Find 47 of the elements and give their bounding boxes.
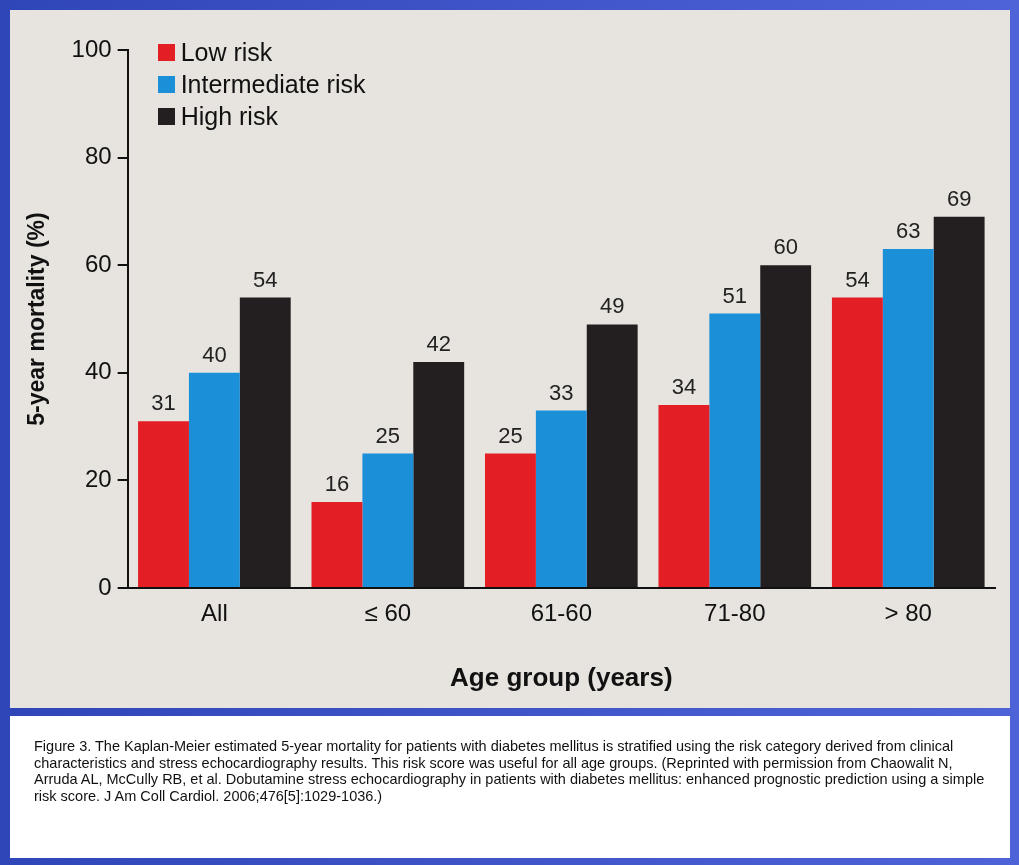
y-tick-label: 20 bbox=[84, 465, 112, 493]
data-label: 63 bbox=[896, 218, 921, 244]
bar bbox=[188, 372, 240, 587]
data-label: 40 bbox=[202, 341, 227, 367]
y-tick-label: 60 bbox=[84, 249, 112, 277]
bar bbox=[311, 501, 363, 587]
bar bbox=[831, 297, 883, 587]
data-label: 60 bbox=[773, 234, 798, 260]
x-tick-label: ≤ 60 bbox=[364, 599, 412, 627]
bar bbox=[658, 405, 710, 587]
data-label: 16 bbox=[324, 470, 350, 496]
legend-label: High risk bbox=[180, 101, 278, 132]
y-tick-label: 40 bbox=[84, 357, 112, 385]
data-label: 42 bbox=[426, 331, 451, 357]
legend-label: Intermediate risk bbox=[180, 69, 366, 100]
y-tick-label: 80 bbox=[84, 142, 112, 170]
y-axis-title: 5-year mortality (%) bbox=[23, 212, 50, 426]
data-label: 51 bbox=[722, 282, 748, 308]
data-label: 54 bbox=[845, 266, 870, 292]
data-label: 25 bbox=[375, 422, 401, 448]
data-label: 49 bbox=[599, 293, 625, 319]
x-tick-label: > 80 bbox=[884, 599, 932, 627]
data-label: 31 bbox=[151, 390, 176, 416]
data-label: 69 bbox=[946, 185, 972, 211]
x-tick-label: All bbox=[201, 599, 228, 627]
bar bbox=[760, 265, 812, 587]
x-tick-label: 61-60 bbox=[530, 599, 593, 627]
bar bbox=[709, 313, 761, 587]
bar bbox=[138, 421, 189, 587]
x-axis-title: Age group (years) bbox=[450, 661, 673, 692]
bar bbox=[882, 249, 934, 587]
data-label: 54 bbox=[253, 266, 278, 292]
bar bbox=[933, 216, 985, 587]
data-label: 33 bbox=[549, 379, 574, 405]
legend-label: Low risk bbox=[180, 37, 273, 68]
data-label: 25 bbox=[498, 422, 523, 448]
bar bbox=[362, 453, 414, 587]
x-tick-label: 71-80 bbox=[704, 599, 766, 627]
bar bbox=[239, 297, 291, 587]
data-label: 34 bbox=[671, 374, 697, 400]
y-tick-label: 0 bbox=[98, 572, 112, 600]
y-tick-label: 100 bbox=[71, 34, 112, 62]
bar bbox=[484, 453, 536, 587]
bar bbox=[535, 410, 587, 587]
caption: Figure 3. The Kaplan-Meier estimated 5-year mortality for patients with diabetes mellitus is stratified using the risk category derived from clinical characteristics and stress echocardiography results. This risk score was useful for all age groups. (Reprinted with permission from Chaowalit N, Arruda AL, McCully RB, et al. Dobutamine stress echocardiography in patients with diabetes mellitus: enhanced prognostic prediction using a simple risk score. J Am Coll Cardiol. 2006;476[5]:1029-1036.) bbox=[10, 716, 1010, 858]
bar bbox=[586, 324, 638, 587]
bar bbox=[413, 362, 465, 587]
